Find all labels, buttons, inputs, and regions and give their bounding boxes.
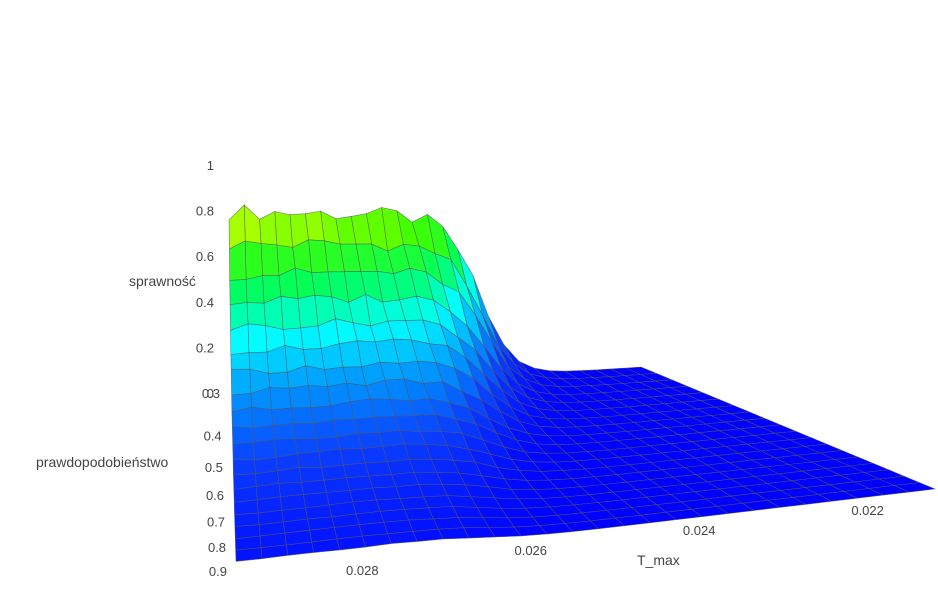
y-tick-label: 0.4 [204, 428, 222, 443]
surface-cell [382, 443, 410, 463]
surface-cell [297, 294, 319, 329]
z-axis-ticks: 0 0.2 0.4 0.6 0.8 1 [196, 158, 214, 401]
surface-cell [294, 438, 320, 455]
surface-cell [364, 461, 392, 477]
surface-cell [232, 441, 255, 461]
z-tick-label: 0.2 [196, 340, 214, 355]
surface-cell [235, 547, 263, 562]
surface-cell [339, 448, 366, 466]
surface-cell [272, 423, 296, 440]
surface-cell [229, 279, 248, 306]
surface-cell [268, 371, 290, 389]
surface-cell [269, 387, 292, 411]
surface-cell [300, 325, 322, 350]
y-tick-label: 0.6 [206, 488, 224, 503]
surface-cell [231, 426, 254, 445]
surface-cell [403, 507, 434, 521]
surface-cell [279, 494, 306, 511]
surface-cell [296, 451, 322, 468]
surface-cell [288, 385, 312, 409]
y-axis-ticks: 0.3 0.4 0.5 0.6 0.7 0.8 0.9 [202, 386, 227, 579]
surface-cell [233, 499, 259, 516]
surface-mesh [228, 204, 937, 562]
z-tick-label: 0.4 [196, 295, 214, 310]
surface-cell [230, 352, 251, 370]
x-tick-label: 0.024 [683, 523, 716, 538]
surface-cell [428, 506, 459, 520]
surface-cell [318, 448, 344, 468]
surface-cell [391, 471, 420, 488]
surface-cell [294, 267, 316, 300]
y-tick-label: 0.9 [209, 564, 227, 579]
y-axis-title: prawdopodobieństwo [36, 454, 169, 470]
surface-cell [232, 459, 256, 476]
surface-cell [432, 517, 465, 530]
surface-cell [342, 462, 370, 479]
y-tick-label: 0.5 [205, 460, 223, 475]
x-axis-ticks: 0.028 0.026 0.024 0.022 [346, 503, 884, 578]
surface-cell [298, 467, 325, 483]
surface-cell [378, 429, 405, 447]
surface-cell [230, 368, 252, 396]
surface-cell [437, 527, 470, 540]
z-axis-title: sprawność [129, 273, 196, 289]
surface-cell [259, 211, 278, 246]
y-tick-label: 0.8 [208, 540, 226, 555]
surface-cell [336, 535, 366, 551]
z-tick-label: 1 [207, 158, 214, 173]
surface-cell [292, 423, 317, 439]
surface-cell [301, 479, 327, 495]
surface-cell [307, 385, 331, 408]
surface-cell [278, 481, 304, 498]
surface-cell [372, 486, 401, 501]
surface-cell [245, 275, 265, 304]
surface-cell [260, 544, 289, 560]
surface-cell [361, 533, 392, 548]
surface-cell [290, 407, 314, 425]
z-tick-label: 0 [207, 386, 214, 401]
y-tick-label: 0.3 [202, 386, 220, 401]
surface-cell [243, 204, 262, 244]
surface-cell [387, 531, 418, 544]
x-axis-title: T_max [637, 552, 680, 568]
x-tick-label: 0.028 [346, 563, 379, 578]
surface-cell [280, 295, 301, 330]
surface-cell [271, 407, 294, 427]
surface-cell [368, 474, 397, 489]
surface-cell [399, 496, 430, 510]
surface-cell [361, 446, 388, 464]
surface-cell [253, 439, 277, 461]
x-tick-label: 0.026 [514, 543, 547, 558]
surface-cell [412, 528, 444, 542]
surface-cell [247, 323, 268, 354]
surface-cell [244, 240, 263, 280]
surface-cell [246, 302, 266, 326]
surface-cell [357, 432, 384, 449]
surface-cell [349, 487, 377, 503]
surface-cell [353, 416, 380, 434]
surface-cell [395, 484, 425, 499]
y-tick-label: 0.7 [207, 515, 225, 530]
surface-cell [320, 343, 344, 370]
surface-cell [323, 477, 350, 493]
surface-cell [386, 459, 415, 475]
z-tick-label: 0.6 [196, 249, 214, 264]
surface-cell [260, 243, 280, 277]
surface-cell [274, 211, 293, 248]
surface-cell [234, 512, 260, 527]
surface-cell [251, 406, 274, 429]
x-tick-label: 0.022 [851, 503, 884, 518]
z-tick-label: 0.8 [196, 204, 214, 219]
surface-cell [350, 398, 375, 420]
